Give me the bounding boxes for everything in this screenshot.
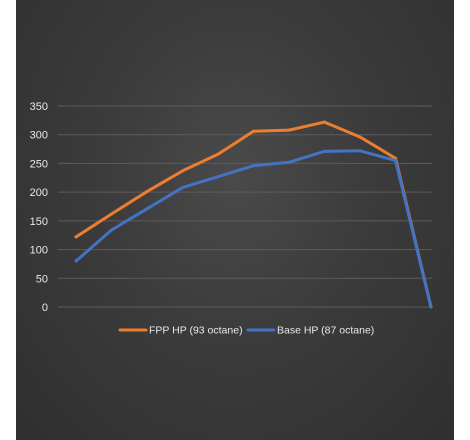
data-point-1-8 <box>358 149 362 153</box>
data-point-0-0 <box>74 235 78 239</box>
data-point-1-4 <box>216 175 220 179</box>
y-tick-label: 100 <box>30 245 48 257</box>
y-tick-label: 50 <box>36 273 48 285</box>
legend-label-0: FPP HP (93 octane) <box>149 325 243 337</box>
line-chart: 0 50 100 150 200 250 300 350 FPP HP (93 octane)… <box>30 101 433 337</box>
data-point-1-7 <box>323 149 326 153</box>
chart-panel: 0 50 100 150 200 250 300 350 FPP HP (93 octane)… <box>16 0 454 440</box>
data-point-1-1 <box>110 228 113 232</box>
data-point-0-6 <box>287 128 291 132</box>
y-tick-label: 250 <box>30 158 48 170</box>
data-point-1-10 <box>429 305 433 309</box>
data-point-0-8 <box>358 135 362 139</box>
data-point-1-2 <box>145 207 149 211</box>
data-point-0-7 <box>323 120 326 124</box>
series-line-1 <box>74 149 433 309</box>
data-point-1-9 <box>394 159 397 163</box>
y-tick-label: 200 <box>30 187 48 199</box>
y-tick-label: 0 <box>42 302 48 314</box>
series-line-0 <box>74 120 433 309</box>
data-point-0-3 <box>181 169 184 173</box>
data-point-1-5 <box>252 164 255 168</box>
data-point-0-4 <box>216 152 220 156</box>
legend: FPP HP (93 octane) Base HP (87 octane) <box>118 325 374 337</box>
legend-label-1: Base HP (87 octane) <box>277 325 374 337</box>
series-lines <box>74 120 433 309</box>
data-point-1-3 <box>181 186 184 190</box>
gridlines <box>58 105 432 308</box>
data-point-1-6 <box>287 160 291 164</box>
data-point-1-0 <box>74 259 78 263</box>
y-tick-label: 350 <box>30 101 48 113</box>
y-tick-label: 150 <box>30 216 48 228</box>
data-point-0-5 <box>252 129 255 133</box>
y-axis-ticks: 0 50 100 150 200 250 300 350 <box>30 101 48 314</box>
y-tick-label: 300 <box>30 130 48 142</box>
data-point-0-2 <box>145 190 149 194</box>
data-point-0-1 <box>110 212 113 216</box>
